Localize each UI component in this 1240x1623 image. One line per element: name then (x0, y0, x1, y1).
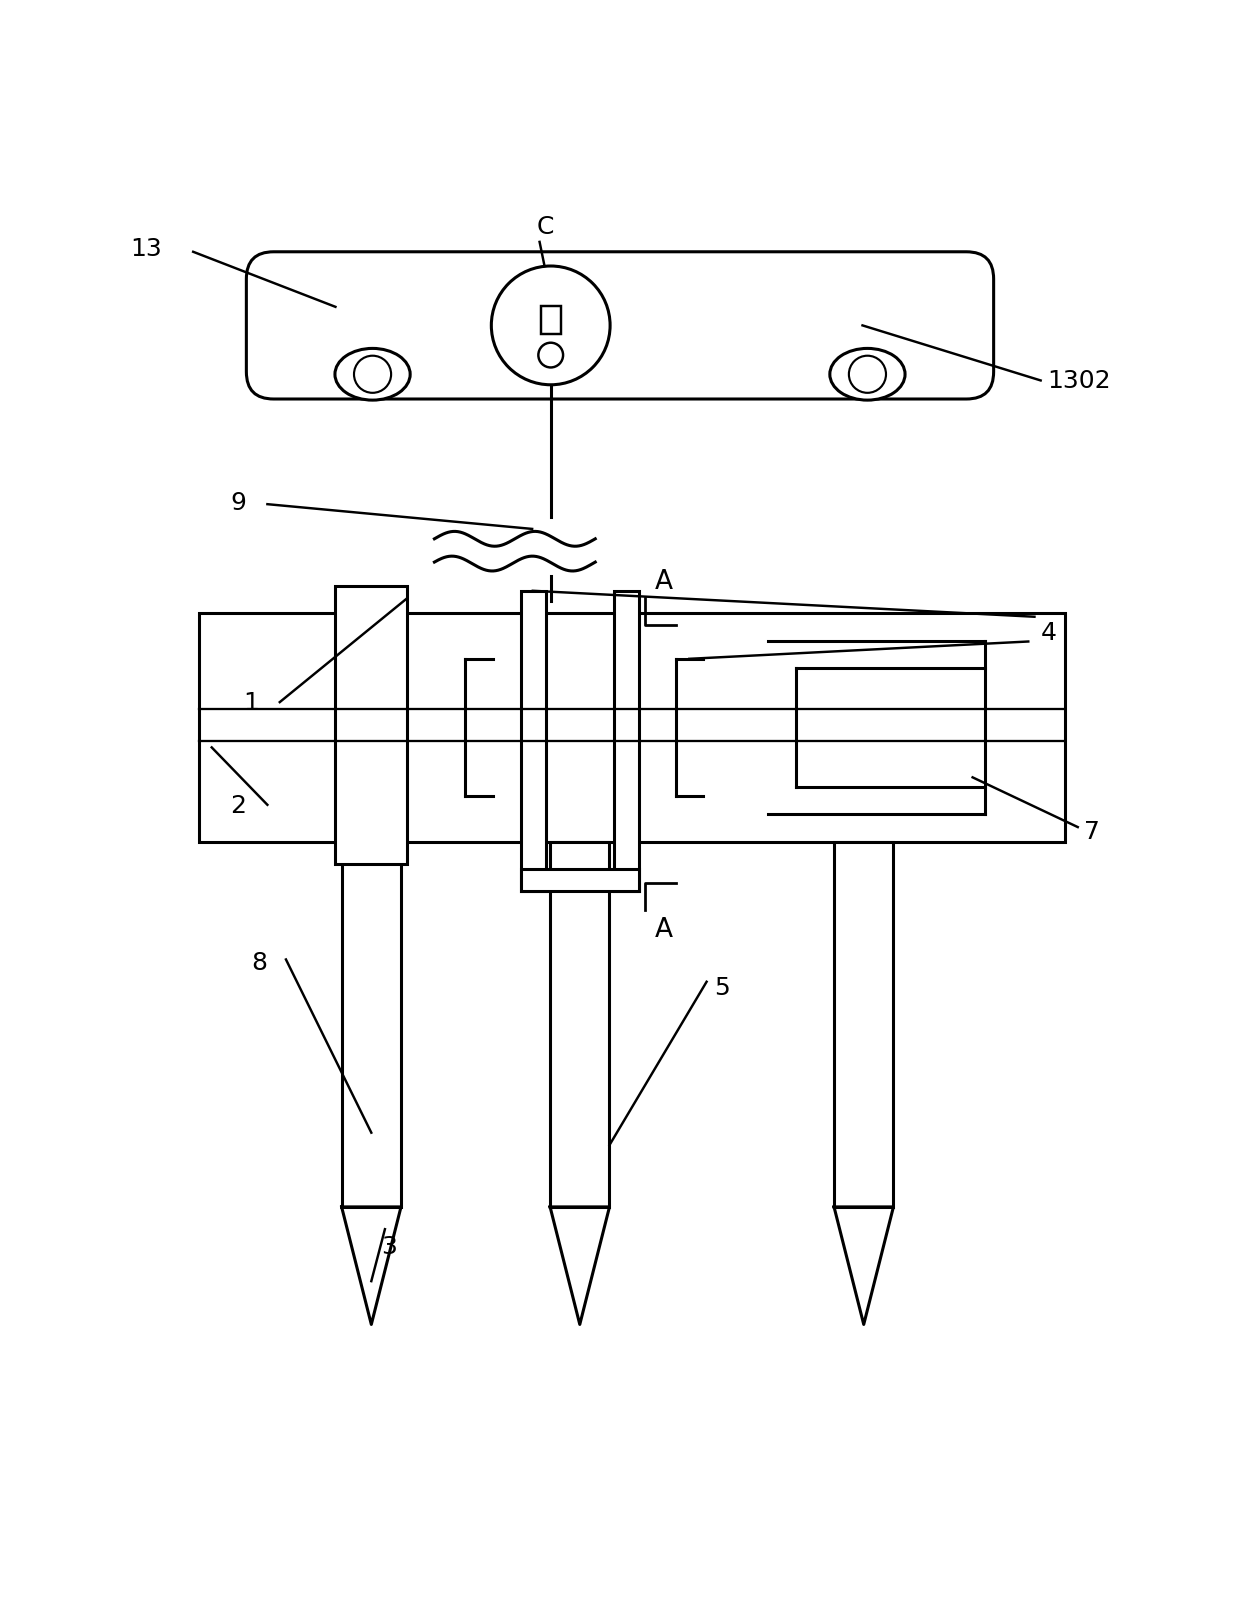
Bar (200, 613, 1065, 842)
Text: 8: 8 (252, 951, 268, 974)
Bar (541, 307, 560, 334)
Text: 13: 13 (130, 237, 162, 261)
Text: 2: 2 (231, 794, 247, 818)
Bar (551, 842, 610, 1208)
Text: A: A (655, 568, 672, 594)
Text: 1: 1 (243, 691, 259, 714)
FancyBboxPatch shape (247, 253, 993, 399)
Circle shape (491, 266, 610, 386)
Circle shape (353, 357, 391, 393)
Bar (521, 870, 639, 893)
Bar (336, 586, 407, 865)
Bar (835, 842, 894, 1208)
Text: 9: 9 (231, 490, 247, 514)
Text: 5: 5 (714, 975, 730, 1000)
Text: 1302: 1302 (1047, 368, 1111, 393)
Text: A: A (655, 915, 672, 941)
Circle shape (538, 344, 563, 368)
Ellipse shape (335, 349, 410, 401)
Bar (521, 591, 546, 893)
Text: 7: 7 (1084, 820, 1100, 844)
Text: C: C (537, 214, 554, 239)
Bar (614, 591, 639, 893)
Text: 3: 3 (381, 1235, 397, 1258)
Bar (342, 842, 401, 1208)
Text: 4: 4 (1040, 620, 1056, 644)
Ellipse shape (830, 349, 905, 401)
Circle shape (849, 357, 887, 393)
